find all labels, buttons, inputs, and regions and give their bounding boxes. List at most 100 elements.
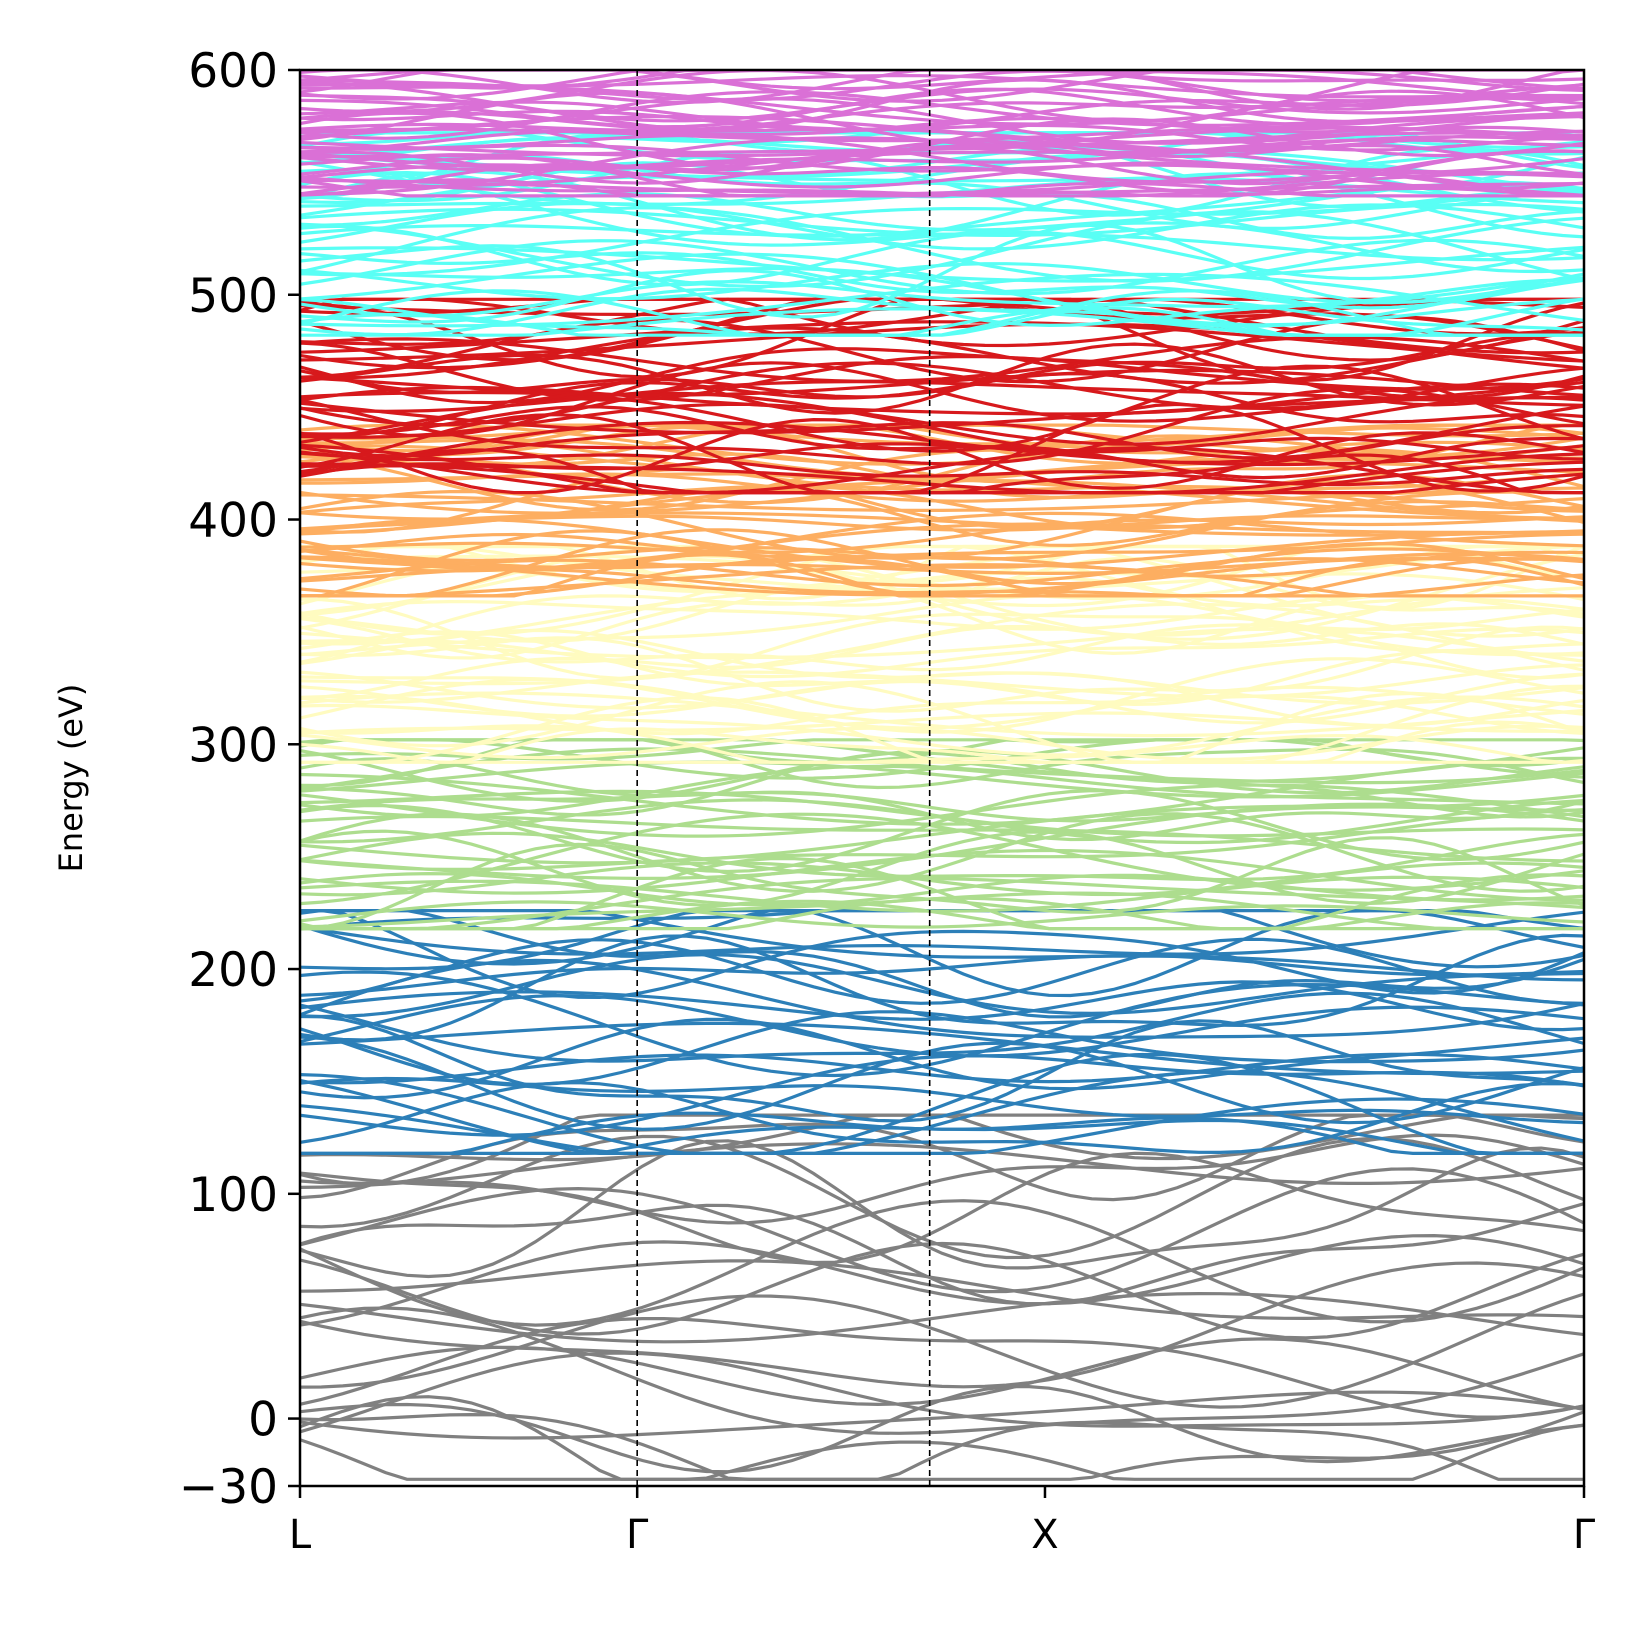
band-line [300,993,1584,1058]
band-line [300,1010,1584,1087]
y-tick-label: −30 [179,1460,278,1515]
x-tick-label: Γ [1573,1512,1596,1558]
band-line [300,70,1584,101]
band-line [300,663,1584,704]
band-line [300,1052,1584,1085]
band-line [300,871,1584,907]
band-line [300,953,1584,997]
y-axis-title: Energy (eV) [52,684,90,873]
band-line [300,627,1584,679]
band-line [300,297,1584,348]
band-line [300,751,1584,819]
band-line [300,900,1584,929]
band-line [300,829,1584,907]
band-line [300,958,1584,1039]
band-line [300,1081,1584,1155]
x-tick-label: L [289,1512,312,1558]
band-line [300,760,1584,799]
band-group-0 [300,1113,1584,1481]
band-line [300,1233,1584,1327]
band-line [300,420,1584,474]
bands-layer [300,70,1584,1481]
band-line [300,82,1584,133]
band-line [300,479,1584,536]
band-line [300,287,1584,337]
band-line [300,515,1584,555]
band-line [300,1390,1584,1440]
y-tick-label: 600 [188,44,278,99]
vertical-lines-layer [636,70,931,1486]
band-line [300,1035,1584,1131]
band-line [300,446,1584,495]
band-line [300,812,1584,906]
band-line [300,628,1584,728]
band-line [300,70,1584,94]
plot-frame [298,68,1586,1488]
band-line [300,937,1584,1005]
band-line [300,1199,1584,1327]
band-line [300,1241,1584,1340]
band-line [300,891,1584,931]
band-line [300,1291,1584,1344]
band-group-2 [300,738,1584,931]
band-group-7 [300,70,1584,198]
band-line [300,347,1584,405]
band-line [300,342,1584,415]
band-line [300,790,1584,823]
band-line [300,251,1584,310]
band-line [300,812,1584,893]
x-tick-label: Γ [626,1512,649,1558]
band-line [300,861,1584,897]
band-line [300,909,1584,1000]
band-line [300,1351,1584,1434]
band-line [300,1133,1584,1225]
band-line [300,451,1584,487]
band-line [300,991,1584,1063]
band-line [300,1261,1584,1389]
band-line [300,1292,1584,1409]
y-tick-label: 200 [188,943,278,998]
band-line [300,405,1584,480]
band-line [300,691,1584,764]
band-line [300,836,1584,931]
band-line [300,70,1584,90]
band-line [300,472,1584,503]
band-line [300,877,1584,931]
band-line [300,1410,1584,1481]
y-tick-label: 0 [248,1393,278,1448]
band-line [300,733,1584,764]
band-line [300,116,1584,154]
y-axis: −30 0 100 200 300 400 500 600 [179,44,300,1515]
band-line [300,909,1584,982]
band-line [300,70,1584,111]
band-line [300,554,1584,637]
band-line [300,720,1584,764]
band-group-1 [300,909,1584,1155]
band-line [300,129,1584,171]
band-line [300,608,1584,672]
band-line [300,70,1584,103]
band-line [300,143,1584,175]
band-line [300,417,1584,495]
band-line [300,529,1584,598]
band-line [300,1337,1584,1411]
band-line [300,1167,1584,1294]
band-line [300,245,1584,283]
band-line [300,1118,1584,1155]
band-line [300,1317,1584,1419]
band-line [300,224,1584,287]
band-group-3 [300,544,1584,764]
band-line [300,909,1584,1019]
band-line [300,1151,1584,1265]
band-line [300,1017,1584,1100]
band-line [300,238,1584,296]
y-tick-label: 100 [188,1168,278,1223]
band-line [300,266,1584,327]
band-line [300,517,1584,569]
band-line [300,910,1584,956]
band-line [300,1052,1584,1155]
band-line [300,460,1584,495]
